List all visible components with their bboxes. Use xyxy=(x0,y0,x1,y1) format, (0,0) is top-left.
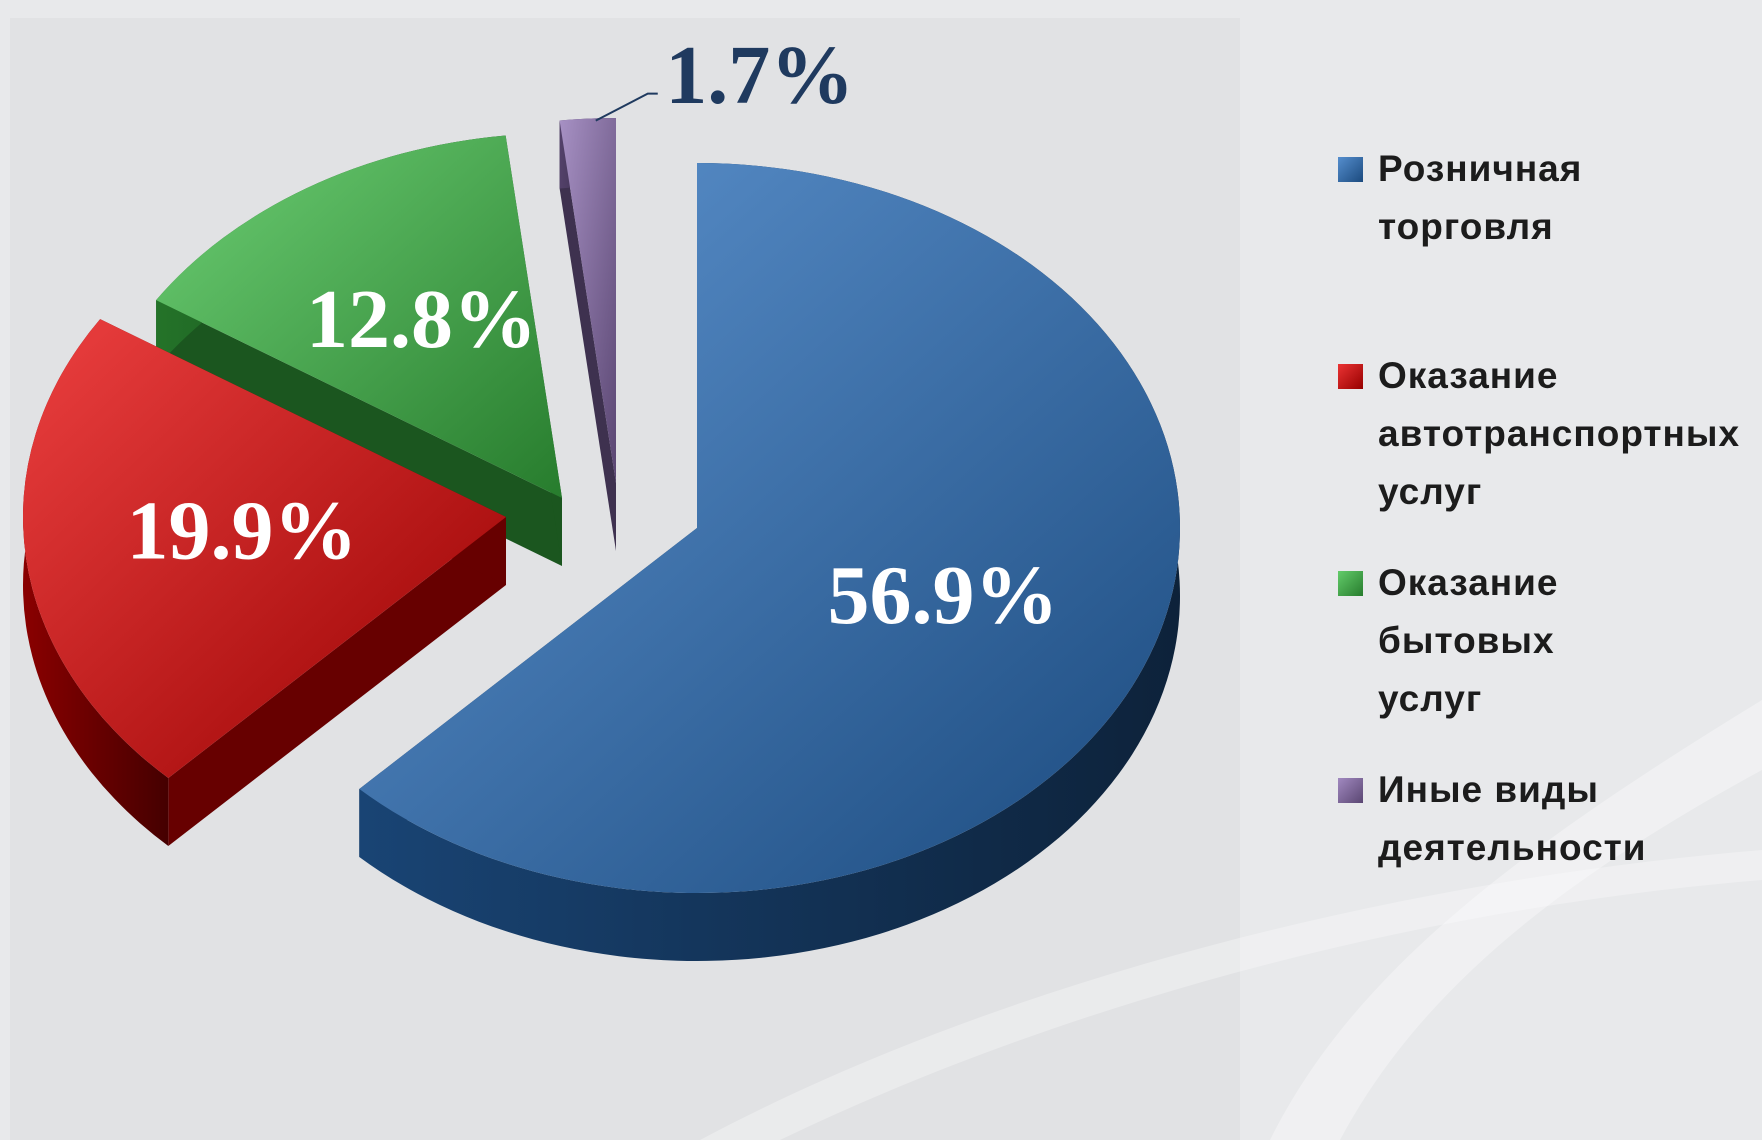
pie: 1.7% 12.8% 19.9% 56.9% xyxy=(23,29,1180,961)
slice-side xyxy=(359,163,1180,961)
legend-label: Розничная торговля xyxy=(1378,148,1583,247)
slice-face xyxy=(168,517,506,846)
slice-face xyxy=(559,120,616,552)
leader-line xyxy=(595,92,658,122)
slice-label: 19.9% xyxy=(127,485,358,578)
slice-top xyxy=(359,163,1180,893)
slice xyxy=(359,163,1180,961)
legend-swatch xyxy=(1338,157,1363,182)
slice-top xyxy=(23,319,506,778)
legend-label: Иные виды деятельности xyxy=(1378,769,1647,868)
legend-swatch xyxy=(1338,778,1363,803)
slice-side xyxy=(23,319,169,846)
legend-swatch xyxy=(1338,364,1363,389)
slice-label: 56.9% xyxy=(827,549,1058,642)
decor-curve xyxy=(1270,700,1762,1140)
slice xyxy=(559,118,616,552)
slice-label: 1.7% xyxy=(665,29,854,122)
legend: Розничная торговля Оказание автотранспорт… xyxy=(1338,140,1739,968)
legend-item: Оказание бытовых услуг xyxy=(1338,554,1630,761)
slice xyxy=(23,319,506,846)
slice-label: 12.8% xyxy=(306,273,537,366)
legend-item: Иные виды деятельности xyxy=(1338,761,1646,968)
legend-label: Оказание бытовых услуг xyxy=(1378,562,1559,719)
slice-top xyxy=(559,118,616,483)
decor-curve xyxy=(700,850,1762,1140)
slice-top xyxy=(156,135,563,499)
legend-item: Оказание автотранспортных услуг xyxy=(1338,347,1739,554)
legend-item: Розничная торговля xyxy=(1338,140,1630,347)
legend-label: Оказание автотранспортных услуг xyxy=(1378,355,1741,512)
legend-swatch xyxy=(1338,571,1363,596)
